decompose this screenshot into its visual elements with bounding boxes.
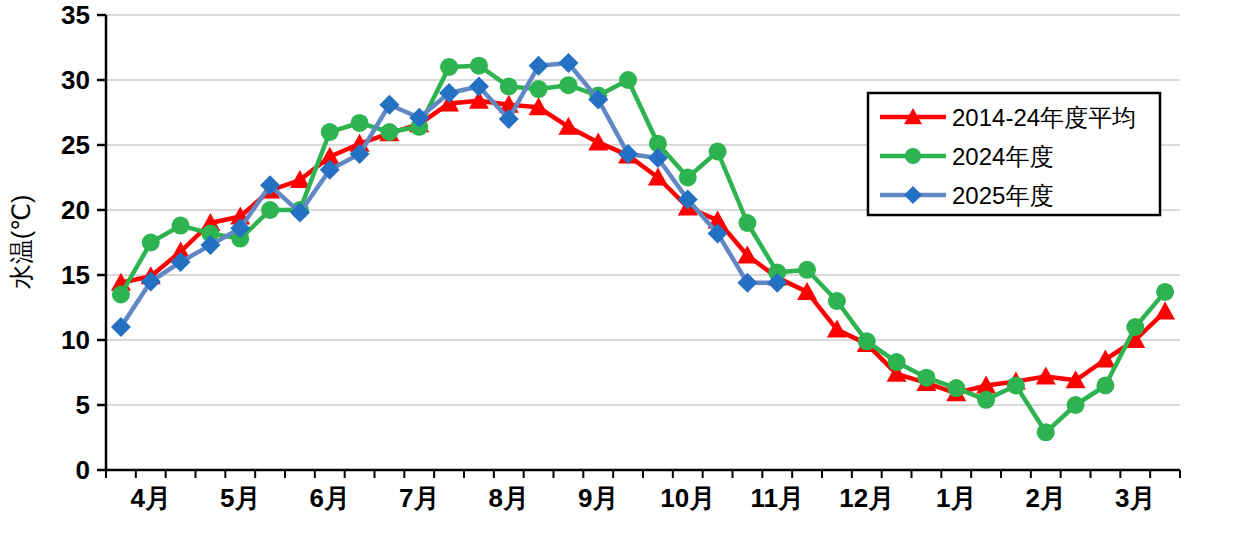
- data-point-2024年度-28: [947, 379, 965, 397]
- data-point-2014-24年度平均-35: [1155, 301, 1175, 319]
- x-label-1: 4月: [131, 483, 171, 513]
- data-point-2024年度-25: [858, 332, 876, 350]
- data-point-2024年度-31: [1037, 423, 1055, 441]
- data-point-2024年度-30: [1007, 377, 1025, 395]
- data-point-2024年度-33: [1096, 377, 1114, 395]
- data-point-2024年度-12: [470, 57, 488, 75]
- data-point-2024年度-8: [351, 114, 369, 132]
- data-point-2024年度-13: [500, 78, 518, 96]
- y-tick-label-10: 10: [61, 325, 90, 355]
- data-point-2024年度-14: [530, 80, 548, 98]
- data-point-2024年度-21: [738, 214, 756, 232]
- y-tick-label-35: 35: [61, 0, 90, 30]
- x-label-11: 2月: [1026, 483, 1066, 513]
- data-point-2014-24年度平均-15: [558, 117, 578, 135]
- y-tick-label-15: 15: [61, 260, 90, 290]
- data-point-2024年度-9: [380, 123, 398, 141]
- data-point-2024年度-1: [142, 234, 160, 252]
- legend-label-2025年度: 2025年度: [952, 182, 1053, 209]
- data-point-2024年度-2: [172, 217, 190, 235]
- data-point-2024年度-5: [261, 201, 279, 219]
- x-label-2: 5月: [220, 483, 260, 513]
- x-label-9: 12月: [839, 483, 894, 513]
- legend-marker-circle-icon: [905, 148, 921, 164]
- data-point-2024年度-34: [1126, 318, 1144, 336]
- data-point-2024年度-27: [917, 369, 935, 387]
- water-temperature-chart: 0 5 10 15 20 25 30 35 4月 5月 6月 7月 8月 9月 10月 11月 12月 1月 2月 3…: [0, 0, 1234, 539]
- data-point-2024年度-0: [112, 286, 130, 304]
- data-point-2014-24年度平均-16: [588, 132, 608, 150]
- y-tick-label-0: 0: [76, 455, 90, 485]
- data-point-2025年度-9: [379, 95, 399, 115]
- data-point-2024年度-7: [321, 123, 339, 141]
- data-point-2024年度-23: [798, 261, 816, 279]
- data-point-2024年度-17: [619, 71, 637, 89]
- legend-label-2014-24年度平均: 2014-24年度平均: [952, 104, 1136, 131]
- x-label-5: 8月: [489, 483, 529, 513]
- data-point-2024年度-24: [828, 292, 846, 310]
- legend-label-2024年度: 2024年度: [952, 143, 1053, 170]
- data-point-2024年度-15: [559, 76, 577, 94]
- data-point-2024年度-11: [440, 58, 458, 76]
- data-point-2024年度-35: [1156, 283, 1174, 301]
- x-label-10: 1月: [936, 483, 976, 513]
- y-tick-label-30: 30: [61, 65, 90, 95]
- x-label-6: 9月: [578, 483, 618, 513]
- data-point-2024年度-20: [709, 143, 727, 161]
- x-label-3: 6月: [310, 483, 350, 513]
- data-point-2024年度-29: [977, 391, 995, 409]
- y-tick-label-5: 5: [76, 390, 90, 420]
- y-tick-label-25: 25: [61, 130, 90, 160]
- data-point-2014-24年度平均-33: [1095, 350, 1115, 368]
- y-axis-title: 水温(℃): [7, 195, 35, 290]
- data-point-2024年度-19: [679, 169, 697, 187]
- x-label-12: 3月: [1115, 483, 1155, 513]
- data-point-2025年度-14: [529, 56, 549, 76]
- x-label-7: 10月: [660, 483, 715, 513]
- data-point-2024年度-32: [1067, 396, 1085, 414]
- y-tick-label-20: 20: [61, 195, 90, 225]
- data-point-2024年度-26: [888, 353, 906, 371]
- x-label-8: 11月: [751, 483, 805, 513]
- x-label-4: 7月: [399, 483, 439, 513]
- chart-canvas: 0 5 10 15 20 25 30 35 4月 5月 6月 7月 8月 9月 10月 11月 12月 1月 2月 3…: [0, 0, 1234, 539]
